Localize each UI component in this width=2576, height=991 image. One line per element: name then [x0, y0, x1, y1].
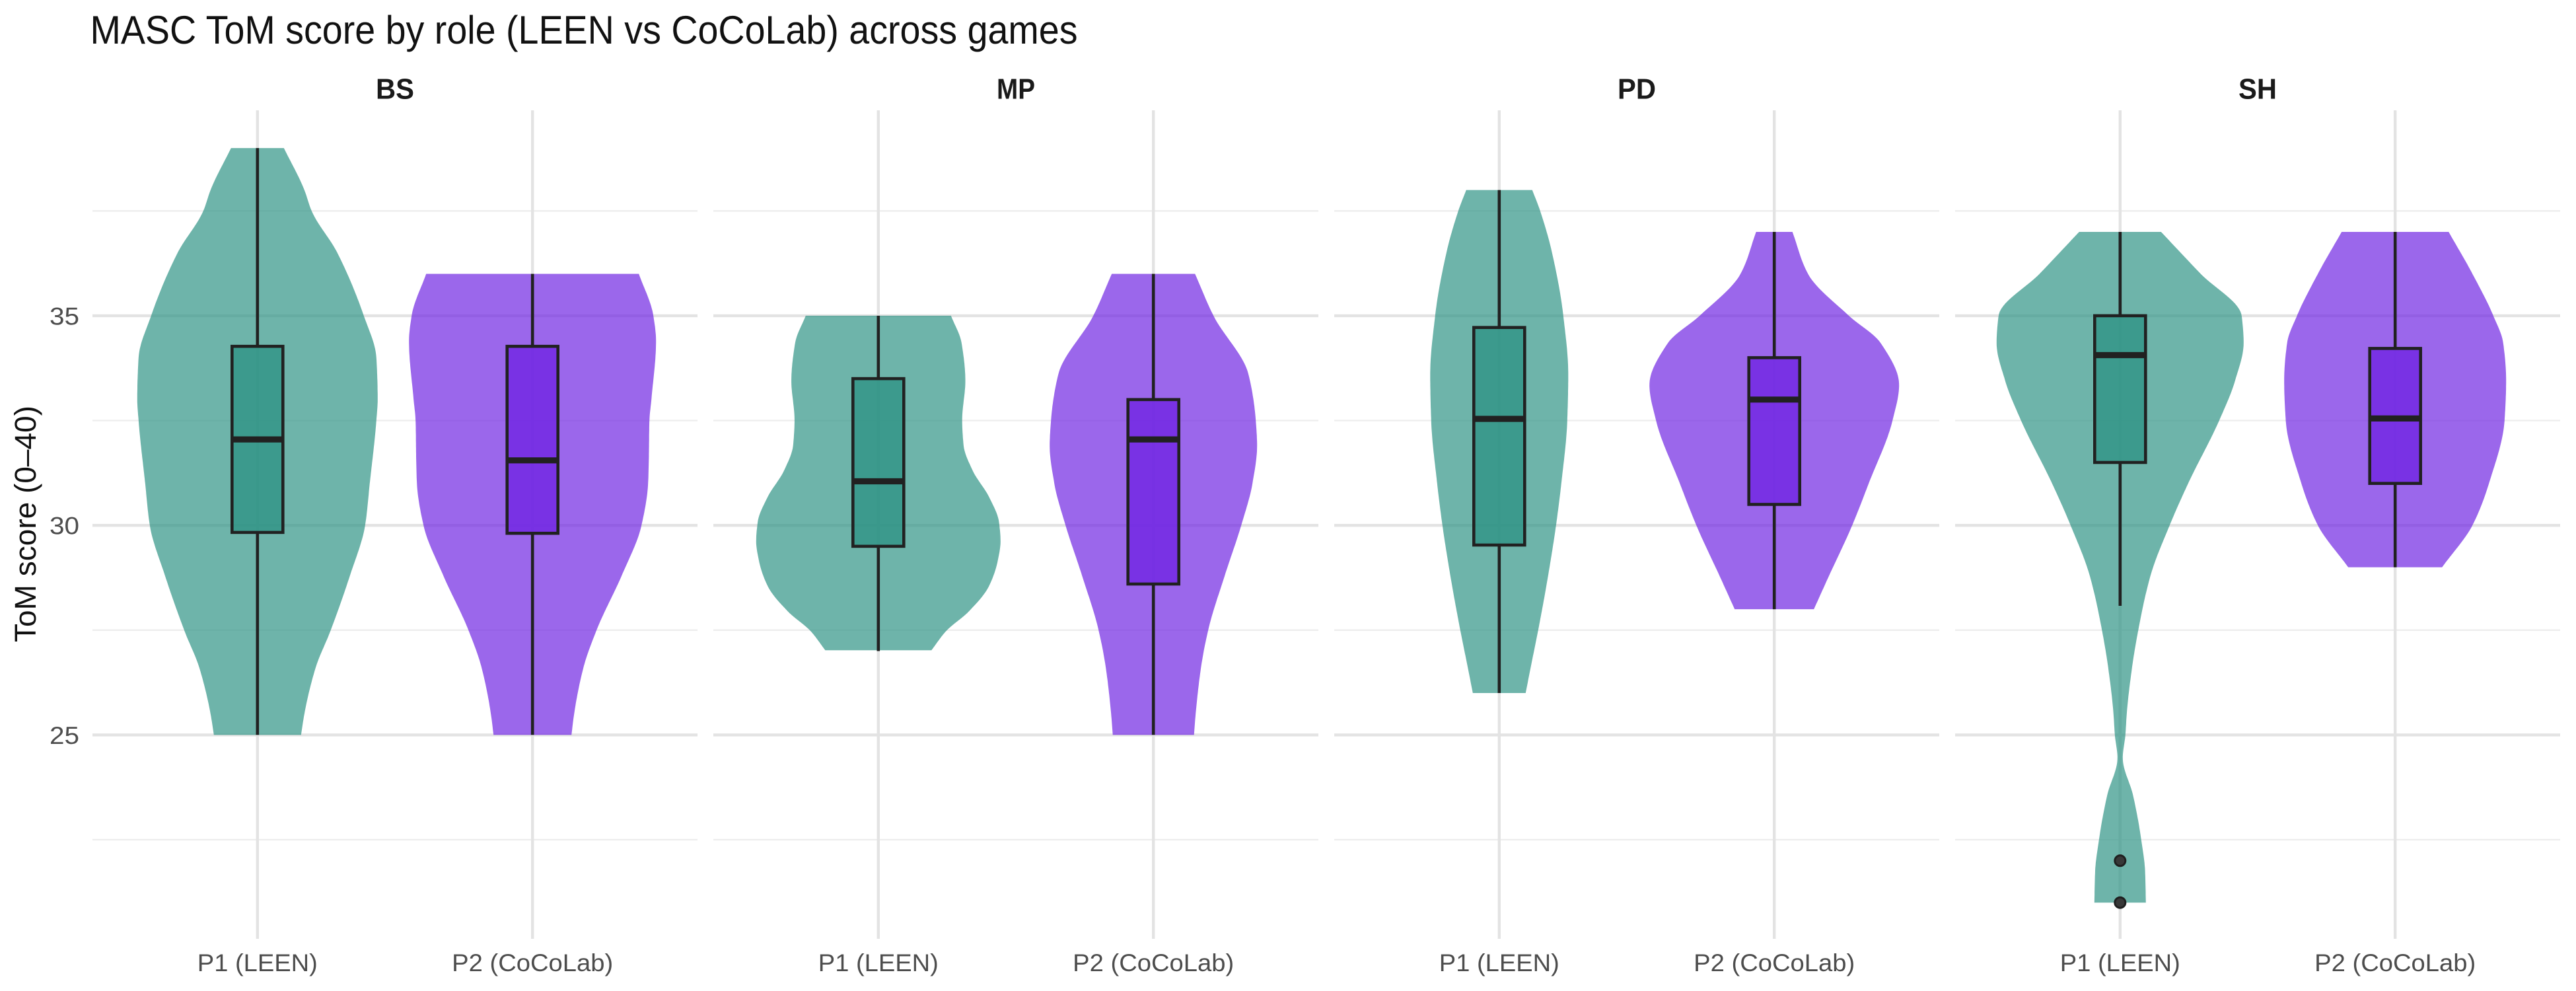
svg-text:ToM score (0–40): ToM score (0–40)	[9, 406, 42, 642]
svg-text:P1 (LEEN): P1 (LEEN)	[818, 949, 939, 976]
svg-text:SH: SH	[2238, 74, 2277, 106]
svg-text:MASC ToM score by role (LEEN v: MASC ToM score by role (LEEN vs CoCoLab)…	[90, 7, 1078, 52]
svg-text:P2 (CoCoLab): P2 (CoCoLab)	[452, 949, 613, 976]
svg-text:P1 (LEEN): P1 (LEEN)	[197, 949, 318, 976]
svg-text:BS: BS	[376, 74, 414, 106]
svg-text:30: 30	[50, 513, 79, 540]
svg-text:P2 (CoCoLab): P2 (CoCoLab)	[1694, 949, 1855, 976]
svg-text:35: 35	[50, 303, 79, 330]
svg-text:P1 (LEEN): P1 (LEEN)	[1439, 949, 1559, 976]
svg-text:PD: PD	[1618, 74, 1656, 106]
svg-text:P2 (CoCoLab): P2 (CoCoLab)	[2314, 949, 2476, 976]
svg-text:P1 (LEEN): P1 (LEEN)	[2060, 949, 2180, 976]
svg-text:MP: MP	[997, 74, 1035, 106]
svg-text:25: 25	[50, 722, 79, 749]
svg-text:P2 (CoCoLab): P2 (CoCoLab)	[1073, 949, 1234, 976]
